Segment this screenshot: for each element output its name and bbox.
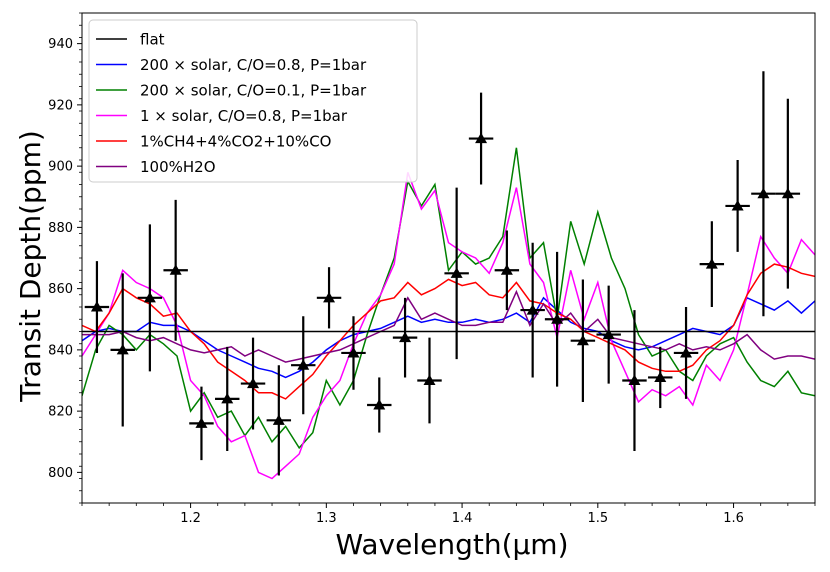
data-point bbox=[731, 199, 744, 211]
y-tick-label: 860 bbox=[48, 282, 73, 297]
legend-label: 1 × solar, C/O=0.8, P=1bar bbox=[140, 107, 348, 125]
y-tick-label: 900 bbox=[48, 160, 73, 175]
series-line bbox=[82, 172, 815, 480]
y-tick-label: 920 bbox=[48, 98, 73, 113]
axis-ticks: 1.2 1.3 1.4 1.5 1.6 800 820 840 860 880 900 920 940 bbox=[48, 12, 816, 526]
series-line bbox=[82, 263, 815, 400]
data-point bbox=[551, 313, 564, 324]
data-point bbox=[116, 343, 129, 355]
data-point bbox=[705, 258, 718, 269]
y-tick-label: 880 bbox=[48, 221, 73, 236]
legend-label: flat bbox=[140, 31, 165, 49]
data-point bbox=[475, 132, 488, 144]
x-tick-label: 1.4 bbox=[452, 511, 473, 526]
data-point bbox=[247, 377, 260, 389]
data-point bbox=[169, 264, 182, 275]
data-point bbox=[576, 334, 589, 346]
data-point bbox=[272, 414, 285, 425]
x-tick-label: 1.3 bbox=[316, 511, 337, 526]
data-point bbox=[297, 359, 310, 370]
series-line bbox=[82, 296, 815, 379]
legend-label: 200 × solar, C/O=0.1, P=1bar bbox=[140, 82, 367, 100]
legend-label: 200 × solar, C/O=0.8, P=1bar bbox=[140, 56, 367, 74]
data-point bbox=[90, 301, 103, 312]
data-point bbox=[143, 291, 156, 303]
observed-data-layer bbox=[84, 71, 801, 476]
data-point bbox=[628, 374, 641, 385]
legend-label: 100%H2O bbox=[140, 158, 216, 176]
y-tick-label: 840 bbox=[48, 343, 73, 358]
x-tick-label: 1.2 bbox=[180, 511, 201, 526]
legend: flat 200 × solar, C/O=0.8, P=1bar 200 × so… bbox=[88, 19, 418, 183]
data-point bbox=[195, 417, 208, 428]
legend-box bbox=[88, 19, 418, 183]
series-line bbox=[82, 147, 815, 450]
y-tick-label: 940 bbox=[48, 37, 73, 52]
data-point bbox=[323, 291, 336, 303]
data-point bbox=[602, 328, 615, 340]
y-tick-label: 820 bbox=[48, 405, 73, 420]
x-tick-label: 1.5 bbox=[587, 511, 608, 526]
data-point bbox=[781, 187, 794, 199]
data-point bbox=[373, 399, 386, 410]
x-tick-label: 1.6 bbox=[723, 511, 744, 526]
y-axis-label: Transit Depth(ppm) bbox=[14, 130, 47, 403]
series-line bbox=[82, 289, 815, 363]
data-point bbox=[680, 346, 693, 358]
data-point bbox=[526, 304, 539, 315]
data-point bbox=[347, 346, 360, 358]
data-point bbox=[500, 264, 513, 275]
legend-label: 1%CH4+4%CO2+10%CO bbox=[140, 133, 331, 151]
data-point bbox=[757, 187, 770, 199]
data-point bbox=[450, 267, 463, 278]
y-tick-label: 800 bbox=[48, 466, 73, 481]
data-point bbox=[423, 374, 436, 385]
data-point bbox=[654, 371, 667, 382]
data-point bbox=[399, 331, 412, 343]
x-axis-label: Wavelength(μm) bbox=[335, 528, 568, 561]
data-point bbox=[221, 392, 234, 404]
series-layer bbox=[82, 147, 815, 480]
